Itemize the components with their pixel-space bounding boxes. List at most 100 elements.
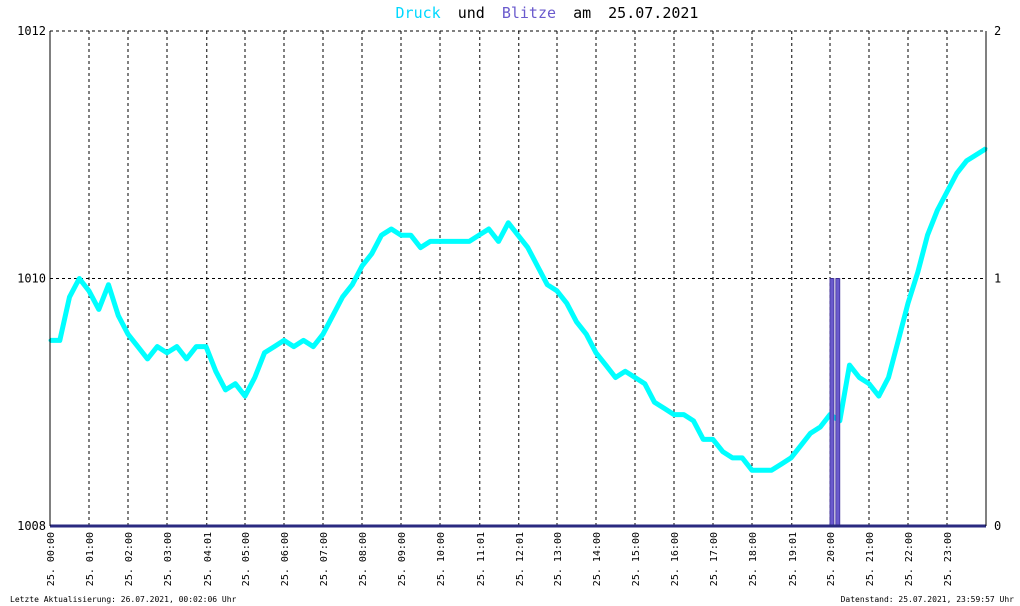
druck-point: [77, 277, 81, 280]
x-tick-label: 25. 06:00: [280, 532, 291, 586]
footer-last-update: Letzte Aktualisierung: 26.07.2021, 00:02…: [10, 595, 237, 604]
druck-point: [253, 376, 257, 379]
druck-point: [477, 233, 481, 237]
druck-point: [789, 456, 793, 460]
druck-point: [809, 431, 812, 435]
y-right-tick-label: 0: [994, 519, 1001, 533]
druck-point: [896, 338, 900, 342]
axes-layer: [49, 31, 987, 528]
druck-point: [165, 351, 169, 355]
druck-point: [799, 444, 803, 448]
druck-point: [185, 357, 188, 361]
x-tick-label: 25. 17:00: [709, 532, 720, 586]
druck-point: [877, 394, 881, 398]
druck-point: [692, 419, 695, 423]
x-tick-label: 25. 02:00: [124, 532, 135, 586]
druck-point: [175, 345, 179, 349]
druck-point: [282, 338, 286, 342]
druck-point: [614, 376, 617, 379]
y-left-tick-label: 1010: [17, 272, 46, 286]
x-tick-label: 25. 09:00: [397, 532, 408, 586]
druck-point: [653, 400, 656, 404]
druck-point: [887, 376, 890, 379]
druck-point: [818, 425, 822, 429]
druck-point: [848, 363, 851, 367]
druck-point: [155, 345, 159, 349]
druck-point: [711, 437, 715, 441]
druck-point: [643, 382, 647, 386]
druck-point: [233, 382, 237, 386]
title-date: 25.07.2021: [608, 4, 698, 22]
druck-point: [487, 227, 491, 231]
chart-title: Druck und Blitze am 25.07.2021: [396, 4, 699, 22]
x-tick-label: 25. 10:00: [436, 532, 447, 586]
druck-point: [204, 345, 208, 349]
druck-point: [380, 233, 383, 237]
druck-point: [467, 239, 471, 243]
druck-point: [428, 239, 432, 243]
druck-point: [760, 468, 764, 472]
druck-point: [926, 233, 929, 237]
druck-point: [565, 301, 569, 305]
druck-point: [136, 345, 140, 349]
title-on: am: [573, 4, 591, 22]
druck-point: [623, 369, 627, 373]
druck-point: [409, 233, 413, 237]
druck-point: [341, 295, 344, 299]
y-left-tick-label: 1008: [17, 519, 46, 533]
x-tick-label: 25. 08:00: [358, 532, 369, 586]
druck-point: [955, 171, 959, 175]
x-tick-label: 25. 16:00: [670, 532, 681, 586]
druck-point: [350, 283, 354, 287]
x-tick-label: 25. 20:00: [826, 532, 837, 586]
x-tick-label: 25. 11:01: [476, 532, 487, 586]
x-tick-label: 25. 13:00: [553, 532, 564, 586]
druck-point: [536, 264, 539, 268]
druck-point: [146, 357, 149, 361]
lightning-layer: [829, 278, 841, 527]
x-tick-label: 25. 21:00: [865, 532, 876, 586]
x-tick-label: 25. 15:00: [631, 532, 642, 586]
druck-point: [360, 264, 364, 268]
x-tick-label: 25. 23:00: [943, 532, 954, 586]
title-series1: Druck: [396, 4, 441, 22]
druck-point: [750, 468, 754, 472]
druck-point: [682, 413, 686, 417]
x-tick-label: 25. 05:00: [241, 532, 252, 586]
druck-point: [974, 153, 978, 157]
x-tick-label: 25. 18:00: [748, 532, 759, 586]
druck-point: [311, 345, 315, 349]
druck-point: [545, 283, 549, 287]
druck-point: [302, 338, 305, 342]
series-druck-line: [50, 147, 987, 472]
druck-point: [399, 233, 403, 237]
druck-point: [945, 190, 949, 194]
druck-point: [458, 239, 461, 243]
druck-point: [126, 332, 130, 336]
druck-point: [740, 456, 744, 460]
druck-point: [662, 406, 666, 410]
druck-point: [224, 388, 227, 392]
druck-point: [731, 456, 734, 460]
druck-point: [935, 208, 939, 212]
druck-point: [438, 239, 442, 243]
druck-point: [194, 345, 198, 349]
title-series2: Blitze: [502, 4, 556, 22]
druck-point: [370, 252, 374, 256]
x-tick-label: 25. 14:00: [592, 532, 603, 586]
x-tick-label: 25. 03:00: [163, 532, 174, 586]
x-tick-label: 25. 07:00: [319, 532, 330, 586]
druck-point: [87, 289, 91, 293]
grid-layer: [50, 30, 986, 526]
druck-point: [721, 450, 725, 454]
druck-point: [770, 468, 773, 472]
druck-point: [68, 295, 71, 299]
druck-point: [701, 437, 705, 441]
blitze-bar: [835, 278, 841, 527]
druck-point: [916, 270, 920, 274]
druck-point: [857, 376, 861, 379]
druck-point: [506, 221, 510, 225]
druck-point: [389, 227, 393, 231]
footer-data-state: Datenstand: 25.07.2021, 23:59:57 Uhr: [841, 595, 1015, 604]
druck-point: [116, 314, 120, 318]
